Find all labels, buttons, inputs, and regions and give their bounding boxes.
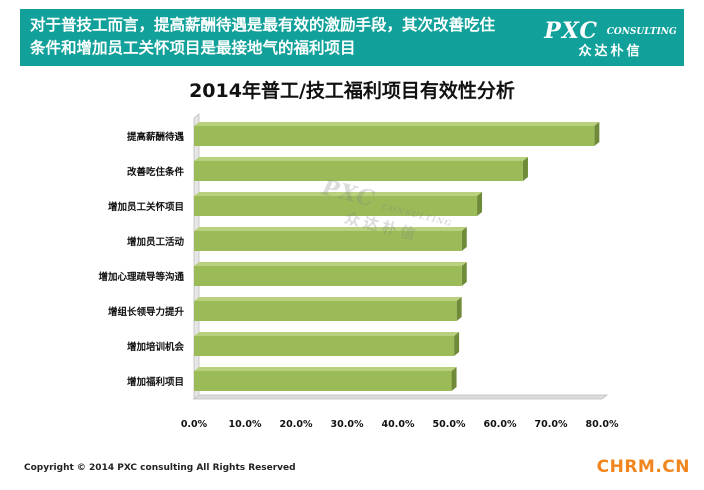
- bar-4: [194, 266, 462, 286]
- category-label-7: 增加福利项目: [127, 376, 184, 388]
- x-tick-label-3: 30.0%: [331, 419, 364, 430]
- category-label-5: 增组长领导力提升: [108, 306, 185, 318]
- pxc-logo: PXC CONSULTING 众达朴信: [543, 19, 678, 60]
- bar-end-7: [451, 367, 457, 391]
- chart-floor: [192, 394, 609, 400]
- x-tick-label-1: 10.0%: [229, 419, 262, 430]
- logo-sub-text: CONSULTING: [606, 27, 677, 37]
- category-label-3: 增加员工活动: [127, 236, 185, 248]
- bar-end-0: [594, 122, 600, 146]
- bar-2: [194, 196, 478, 216]
- bar-1: [194, 161, 523, 181]
- bar-6: [194, 336, 455, 356]
- bar-end-1: [522, 157, 528, 181]
- chart-title: 2014年普工/技工福利项目有效性分析: [189, 80, 515, 102]
- bar-end-6: [454, 332, 460, 356]
- header-banner: 对于普技工而言，提高薪酬待遇是最有效的激励手段，其次改善吃住 条件和增加员工关怀…: [20, 9, 684, 66]
- logo-cn-text: 众达朴信: [578, 44, 643, 59]
- chart-side-wall: [193, 113, 200, 400]
- bar-end-3: [461, 227, 467, 251]
- x-tick-label-2: 20.0%: [280, 419, 313, 430]
- bar-end-5: [456, 297, 462, 321]
- banner-line-1: 对于普技工而言，提高薪酬待遇是最有效的激励手段，其次改善吃住: [30, 16, 496, 34]
- category-label-1: 改善吃住条件: [127, 166, 185, 178]
- bar-top-3: [194, 227, 467, 231]
- logo-main-text: PXC: [544, 18, 599, 44]
- category-label-4: 增加心理疏导等沟通: [98, 271, 184, 283]
- bar-7: [194, 371, 452, 391]
- bar-top-2: [194, 192, 483, 196]
- bar-top-6: [194, 332, 460, 336]
- banner-text: 对于普技工而言，提高薪酬待遇是最有效的激励手段，其次改善吃住 条件和增加员工关怀…: [30, 14, 560, 60]
- bar-top-0: [194, 122, 600, 126]
- banner-line-2: 条件和增加员工关怀项目是最接地气的福利项目: [30, 39, 356, 57]
- bar-3: [194, 231, 462, 251]
- x-tick-label-7: 70.0%: [535, 419, 568, 430]
- copyright-text: Copyright © 2014 PXC consulting All Righ…: [24, 463, 296, 473]
- bar-top-4: [194, 262, 467, 266]
- bar-0: [194, 126, 595, 146]
- bar-top-7: [194, 367, 457, 371]
- x-tick-label-8: 80.0%: [586, 419, 619, 430]
- x-tick-label-6: 60.0%: [484, 419, 517, 430]
- x-tick-label-0: 0.0%: [181, 419, 208, 430]
- chrm-site-logo: CHRM.CN: [596, 457, 690, 477]
- bar-top-5: [194, 297, 462, 301]
- bar-top-1: [194, 157, 528, 161]
- category-label-6: 增加培训机会: [127, 341, 185, 353]
- bar-5: [194, 301, 457, 321]
- bar-end-2: [477, 192, 483, 216]
- bar-end-4: [461, 262, 467, 286]
- x-tick-label-4: 40.0%: [382, 419, 415, 430]
- category-label-0: 提高薪酬待遇: [127, 131, 185, 143]
- x-tick-label-5: 50.0%: [433, 419, 466, 430]
- category-label-2: 增加员工关怀项目: [108, 201, 184, 213]
